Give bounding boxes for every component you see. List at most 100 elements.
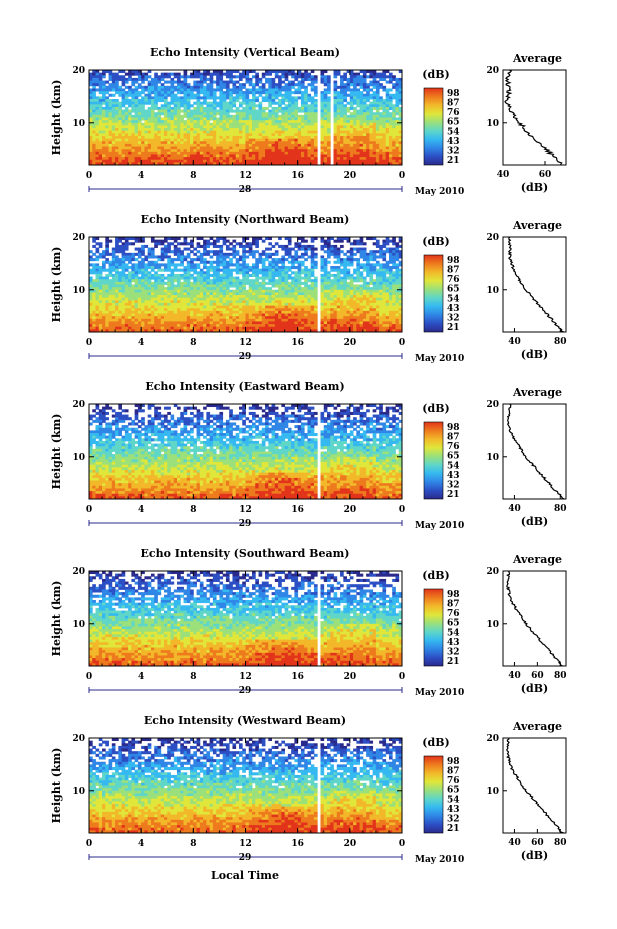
heatmap-cell: [333, 162, 338, 166]
heatmap-cell: [134, 157, 139, 161]
heatmap-cell: [177, 125, 181, 129]
heatmap-cell: [134, 308, 139, 312]
heatmap-cell: [150, 141, 155, 145]
heatmap-cell: [118, 305, 122, 309]
heatmap-cell: [144, 125, 149, 129]
heatmap-cell: [154, 244, 158, 248]
heatmap-cell: [206, 266, 211, 270]
heatmap-cell: [281, 316, 286, 320]
heatmap-cell: [343, 154, 347, 158]
heatmap-cell: [248, 77, 253, 81]
heatmap-cell: [180, 316, 184, 320]
heatmap-cell: [124, 263, 129, 267]
heatmap-cell: [382, 88, 387, 92]
heatmap-cell: [150, 247, 155, 251]
heatmap-cell: [271, 273, 276, 277]
heatmap-cell: [177, 157, 181, 161]
heatmap-cell: [180, 120, 184, 124]
heatmap-cell: [222, 143, 227, 147]
heatmap-cell: [209, 329, 214, 333]
heatmap-cell: [229, 72, 233, 76]
heatmap-cell: [111, 109, 116, 113]
heatmap-cell: [209, 268, 214, 272]
heatmap-cell: [222, 326, 227, 330]
heatmap-cell: [235, 112, 240, 116]
heatmap-cell: [203, 244, 207, 248]
heatmap-cell: [252, 273, 256, 277]
heatmap-cell: [150, 300, 155, 304]
heatmap-cell: [180, 242, 184, 246]
heatmap-cell: [170, 329, 175, 333]
heatmap-cell: [118, 300, 122, 304]
heatmap-cell: [137, 281, 142, 285]
heatmap-cell: [385, 93, 390, 97]
heatmap-cell: [118, 91, 122, 95]
heatmap-cell: [150, 255, 155, 259]
heatmap-cell: [111, 258, 116, 262]
heatmap-cell: [225, 104, 230, 108]
heatmap-cell: [154, 77, 158, 81]
heatmap-cell: [108, 313, 113, 317]
heatmap-cell: [212, 143, 217, 147]
heatmap-cell: [353, 162, 357, 166]
heatmap-cell: [304, 120, 308, 124]
heatmap-cell: [366, 143, 370, 147]
heatmap-cell: [134, 276, 139, 280]
heatmap-cell: [193, 247, 197, 251]
heatmap-cell: [323, 106, 328, 110]
heatmap-cell: [115, 154, 119, 158]
heatmap-cell: [216, 117, 220, 121]
heatmap-cell: [225, 268, 230, 272]
heatmap-cell: [245, 72, 250, 76]
heatmap-cell: [248, 135, 253, 140]
heatmap-cell: [144, 316, 149, 320]
heatmap-cell: [190, 117, 194, 121]
heatmap-cell: [196, 250, 201, 254]
heatmap-cell: [255, 242, 259, 246]
heatmap-cell: [385, 135, 390, 140]
heatmap-cell: [102, 75, 106, 79]
heatmap-cell: [278, 308, 282, 312]
heatmap-cell: [105, 112, 109, 116]
heatmap-cell: [304, 149, 308, 153]
heatmap-cell: [131, 104, 136, 108]
heatmap-cell: [193, 284, 197, 288]
heatmap-cell: [385, 154, 390, 158]
heatmap-cell: [131, 154, 136, 158]
heatmap-cell: [219, 75, 224, 79]
heatmap-cell: [278, 154, 282, 158]
heatmap-cell: [320, 135, 325, 140]
heatmap-cell: [199, 154, 204, 158]
heatmap-cell: [141, 146, 145, 150]
heatmap-cell: [395, 117, 400, 121]
heatmap-cell: [157, 125, 162, 129]
heatmap-cell: [115, 326, 119, 330]
heatmap-cell: [118, 239, 122, 243]
heatmap-cell: [92, 141, 96, 145]
heatmap-cell: [203, 242, 207, 246]
heatmap-cell: [265, 252, 269, 256]
heatmap-cell: [225, 289, 230, 293]
heatmap-cell: [186, 281, 191, 285]
heatmap-cell: [252, 128, 256, 132]
heatmap-cell: [173, 75, 178, 79]
heatmap-cell: [206, 151, 211, 155]
heatmap-cell: [242, 252, 246, 256]
heatmap-cell: [137, 263, 142, 267]
heatmap-cell: [173, 258, 178, 262]
heatmap-cell: [252, 316, 256, 320]
heatmap-cell: [180, 135, 184, 140]
heatmap-cell: [183, 289, 188, 293]
heatmap-cell: [196, 70, 201, 74]
heatmap-cell: [173, 300, 178, 304]
heatmap-cell: [163, 109, 168, 113]
heatmap-cell: [258, 324, 263, 328]
heatmap-cell: [366, 96, 370, 100]
heatmap-cell: [235, 143, 240, 147]
heatmap-cell: [219, 313, 224, 317]
heatmap-cell: [372, 151, 377, 155]
heatmap-cell: [287, 96, 292, 100]
heatmap-cell: [232, 305, 237, 309]
heatmap-cell: [232, 120, 237, 124]
heatmap-cell: [238, 255, 243, 259]
